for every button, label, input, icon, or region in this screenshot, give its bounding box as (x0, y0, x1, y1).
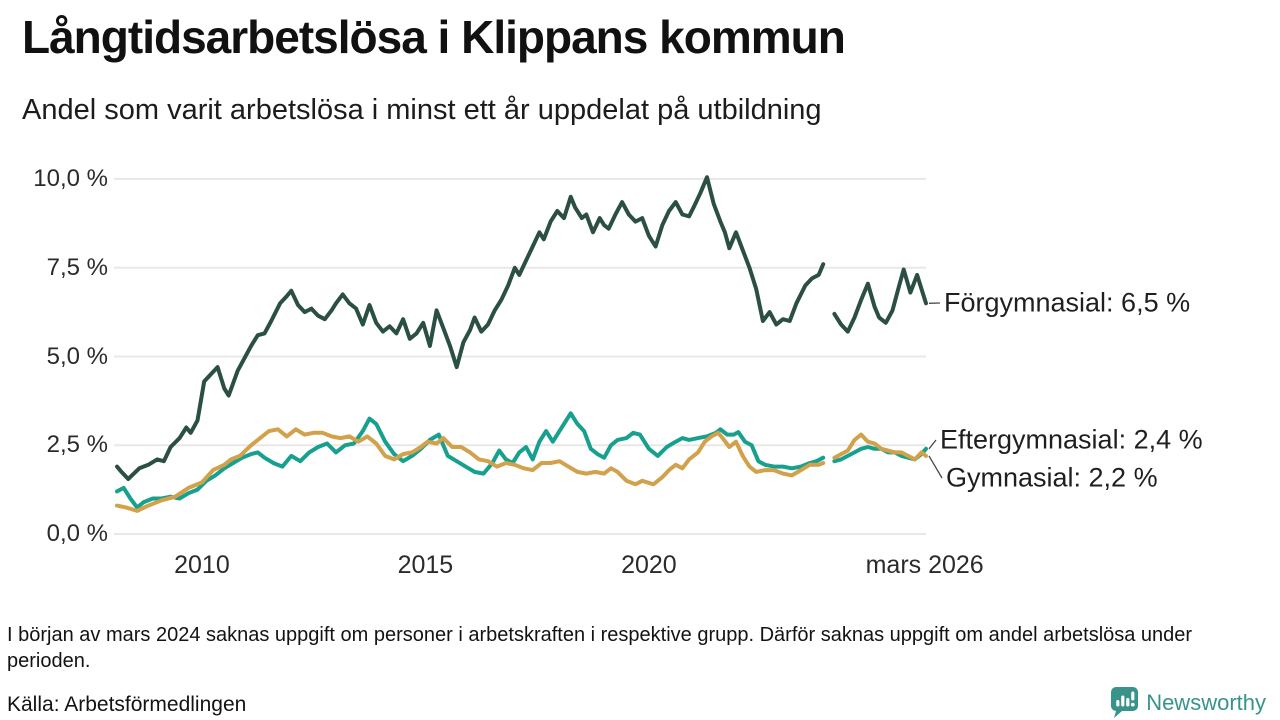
newsworthy-branding: Newsworthy (1111, 687, 1266, 718)
newsworthy-wordmark: Newsworthy (1146, 689, 1266, 715)
series-end-label-gymnasial: Gymnasial: 2,2 % (946, 462, 1158, 493)
newsworthy-logo-icon (1111, 687, 1139, 718)
source-label: Källa: Arbetsförmedlingen (7, 693, 247, 716)
y-tick-label: 10,0 % (33, 165, 108, 192)
label-connector (928, 439, 937, 450)
y-tick-label: 7,5 % (46, 253, 108, 281)
y-tick-label: 2,5 % (46, 431, 108, 459)
label-connector (928, 455, 943, 479)
series-line-förgymnasial (832, 267, 928, 334)
series-end-label-eftergymnasial: Eftergymnasial: 2,4 % (940, 424, 1203, 455)
page-title: Långtidsarbetslösa i Klippans kommun (22, 11, 846, 63)
series-line-gymnasial (832, 432, 928, 462)
x-tick-label: mars 2026 (865, 551, 984, 579)
x-tick-label: 2010 (174, 551, 230, 579)
x-tick-label: 2015 (397, 551, 454, 579)
x-tick-label: 2020 (621, 551, 677, 579)
series-line-gymnasial (115, 427, 826, 513)
page-subtitle: Andel som varit arbetslösa i minst ett å… (22, 94, 822, 126)
y-tick-label: 0,0 % (46, 520, 108, 547)
series-end-label-förgymnasial: Förgymnasial: 6,5 % (944, 287, 1191, 318)
series-line-förgymnasial (115, 175, 826, 481)
y-tick-label: 5,0 % (46, 342, 108, 370)
footnote: I början av mars 2024 saknas uppgift om … (7, 624, 1193, 672)
series-line-eftergymnasial (115, 411, 826, 510)
